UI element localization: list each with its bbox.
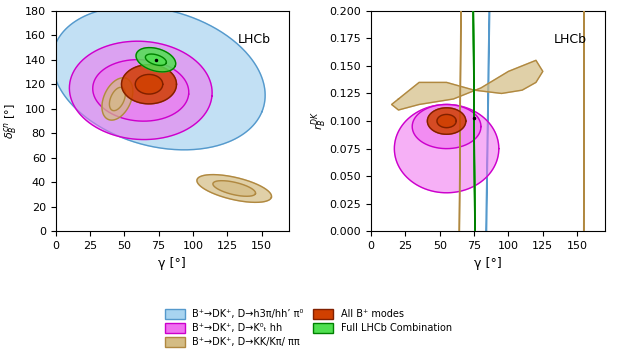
Polygon shape: [455, 0, 493, 356]
Polygon shape: [52, 6, 265, 150]
Text: LHCb: LHCb: [553, 33, 586, 46]
Polygon shape: [122, 65, 176, 104]
Polygon shape: [394, 105, 499, 193]
Polygon shape: [433, 0, 487, 356]
Polygon shape: [136, 48, 176, 72]
X-axis label: γ [°]: γ [°]: [159, 257, 186, 270]
Legend: B⁺→DK⁺, D→h3π/hh’ π⁰, B⁺→DK⁺, D→K⁰ₜ hh, B⁺→DK⁺, D→KK/Kπ/ ππ, All B⁺ modes, Full : B⁺→DK⁺, D→h3π/hh’ π⁰, B⁺→DK⁺, D→K⁰ₜ hh, …: [161, 305, 456, 351]
Polygon shape: [135, 74, 163, 94]
Y-axis label: $r_B^{DK}$: $r_B^{DK}$: [309, 112, 329, 130]
Polygon shape: [213, 181, 255, 196]
Y-axis label: $\delta_B^{cn}$ [°]: $\delta_B^{cn}$ [°]: [2, 103, 19, 139]
Polygon shape: [69, 41, 212, 140]
Polygon shape: [392, 60, 543, 110]
Polygon shape: [109, 87, 125, 111]
Polygon shape: [465, 0, 484, 356]
Polygon shape: [437, 114, 456, 128]
Text: LHCb: LHCb: [238, 33, 271, 46]
Polygon shape: [576, 0, 592, 356]
Polygon shape: [568, 0, 601, 356]
Polygon shape: [412, 105, 481, 148]
Polygon shape: [197, 174, 271, 202]
Polygon shape: [93, 59, 189, 121]
X-axis label: γ [°]: γ [°]: [474, 257, 502, 270]
Polygon shape: [428, 108, 466, 134]
Polygon shape: [385, 0, 590, 356]
Polygon shape: [102, 78, 133, 120]
Polygon shape: [146, 54, 167, 66]
